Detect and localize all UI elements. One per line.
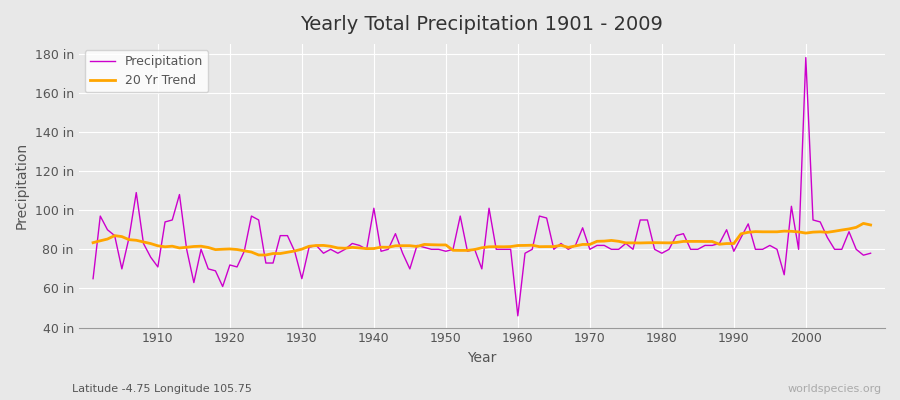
- 20 Yr Trend: [606, 238, 616, 243]
- Legend: Precipitation, 20 Yr Trend: Precipitation, 20 Yr Trend: [85, 50, 208, 92]
- 20 Yr Trend: [865, 222, 876, 227]
- Precipitation: [87, 276, 98, 281]
- 20 Yr Trend: [519, 243, 530, 248]
- Precipitation: [865, 251, 876, 256]
- Precipitation: [505, 247, 516, 252]
- Line: Precipitation: Precipitation: [93, 58, 870, 316]
- 20 Yr Trend: [858, 221, 868, 226]
- Precipitation: [303, 245, 314, 250]
- 20 Yr Trend: [145, 241, 156, 246]
- Precipitation: [800, 55, 811, 60]
- Line: 20 Yr Trend: 20 Yr Trend: [93, 223, 870, 255]
- Y-axis label: Precipitation: Precipitation: [15, 142, 29, 229]
- Text: worldspecies.org: worldspecies.org: [788, 384, 882, 394]
- Text: Latitude -4.75 Longitude 105.75: Latitude -4.75 Longitude 105.75: [72, 384, 252, 394]
- Precipitation: [606, 247, 616, 252]
- 20 Yr Trend: [253, 252, 264, 257]
- Precipitation: [346, 241, 357, 246]
- Title: Yearly Total Precipitation 1901 - 2009: Yearly Total Precipitation 1901 - 2009: [301, 15, 663, 34]
- 20 Yr Trend: [512, 243, 523, 248]
- X-axis label: Year: Year: [467, 351, 497, 365]
- Precipitation: [512, 314, 523, 318]
- 20 Yr Trend: [310, 243, 321, 248]
- Precipitation: [145, 255, 156, 260]
- 20 Yr Trend: [87, 240, 98, 245]
- 20 Yr Trend: [354, 246, 364, 250]
- Precipitation: [519, 251, 530, 256]
